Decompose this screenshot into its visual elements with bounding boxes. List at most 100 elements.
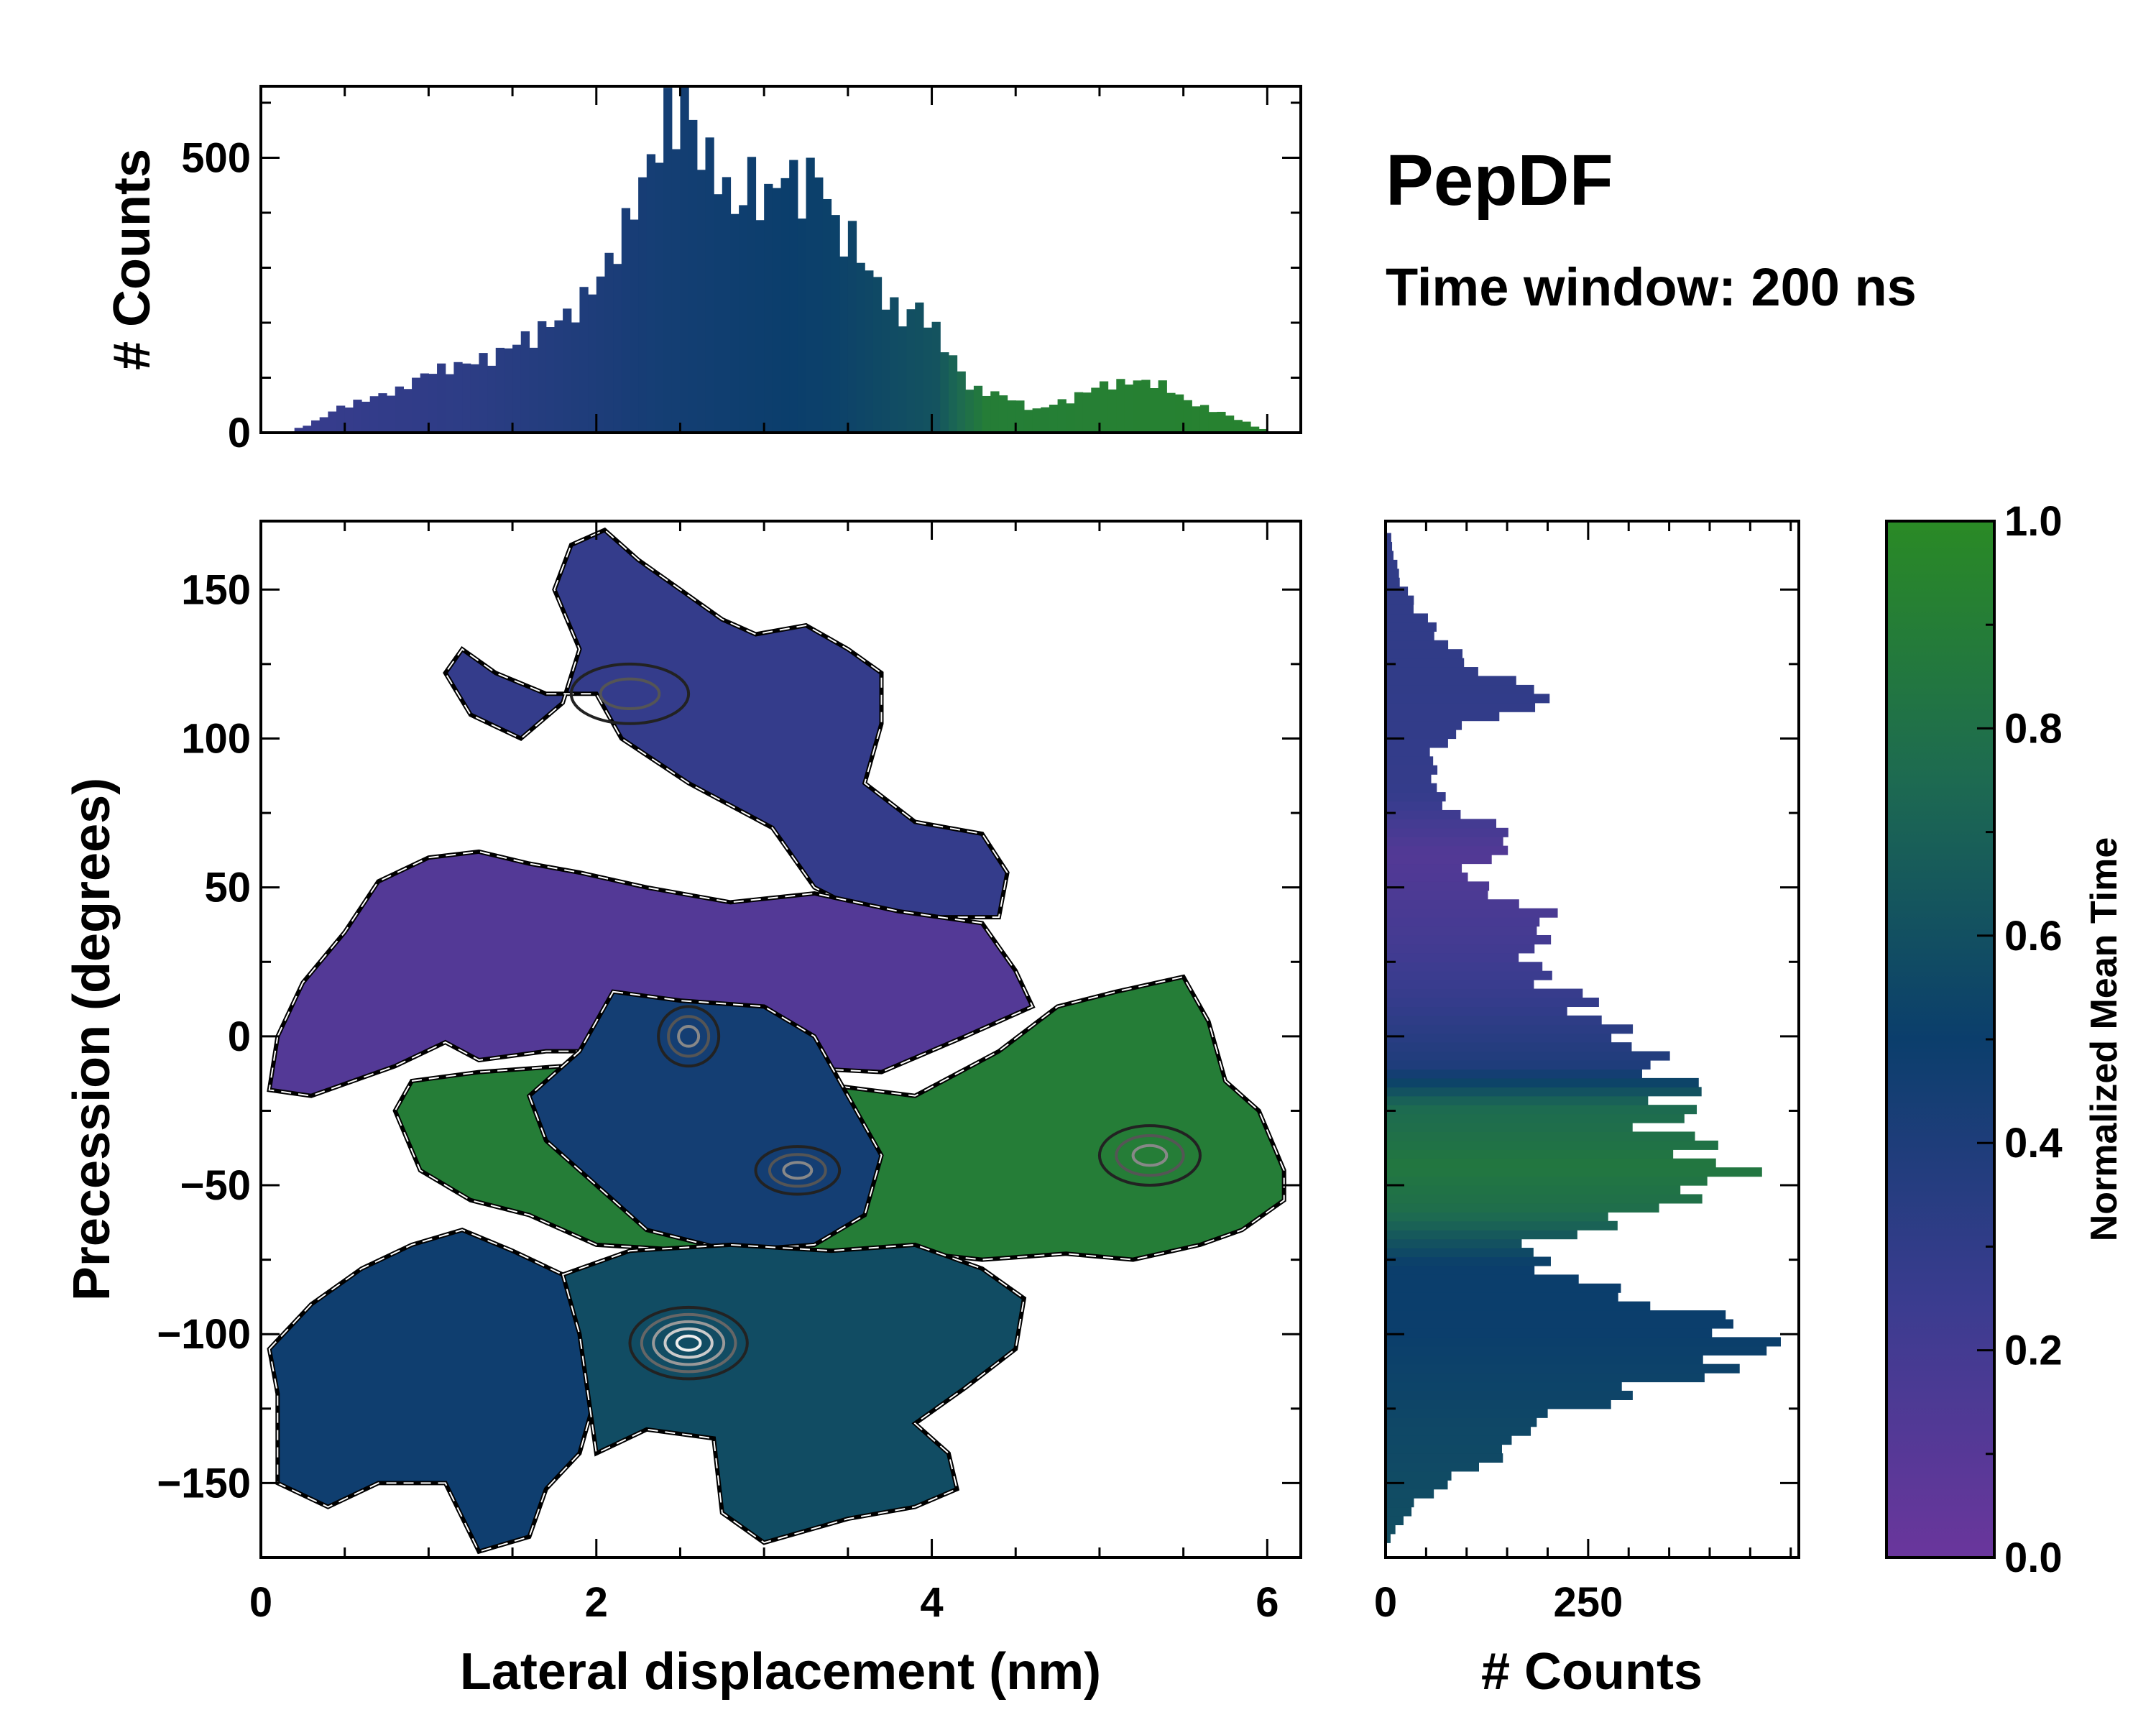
right-histogram-bar (1386, 774, 1432, 784)
right-histogram-bar (1386, 1131, 1695, 1141)
right-histogram-bar (1386, 702, 1536, 712)
top-histogram-bar (1174, 394, 1184, 433)
top-ytick-label: 0 (228, 410, 251, 456)
right-histogram-bar (1386, 1444, 1502, 1454)
contour-hotspot-top (599, 677, 661, 711)
right-histogram-bar (1386, 1256, 1551, 1266)
right-histogram-bar (1386, 1015, 1602, 1025)
top-histogram-bar (1082, 392, 1092, 433)
top-histogram-bar (294, 428, 303, 433)
top-histogram-bar (588, 294, 597, 433)
right-histogram-bar (1386, 1149, 1674, 1159)
colorbar-gradient (1885, 520, 1996, 1559)
top-histogram-bar (865, 270, 874, 433)
main-ytick-label: −50 (180, 1162, 251, 1209)
right-histogram-bar (1386, 1381, 1622, 1392)
right-histogram-bar (1386, 1533, 1391, 1543)
right-histogram-bar (1386, 934, 1552, 945)
top-ytick-label: 500 (181, 134, 251, 181)
top-histogram-bar (1258, 428, 1268, 433)
top-histogram-bar (487, 365, 497, 433)
right-histogram-bar (1386, 640, 1449, 650)
right-histogram-bar (1386, 631, 1434, 641)
right-histogram-bars (1386, 533, 1781, 1543)
right-histogram-bar (1386, 1033, 1612, 1043)
top-histogram-bar (512, 344, 522, 433)
colorbar-label: Normalized Mean Time (2083, 837, 2125, 1242)
right-histogram-bar (1386, 997, 1599, 1008)
top-histogram: 0 500 # Counts (103, 85, 1302, 456)
right-histogram-bar (1386, 694, 1550, 704)
right-histogram-bar (1386, 1390, 1633, 1400)
right-histogram-bar (1386, 908, 1558, 918)
contour-hotspot-center (754, 1145, 842, 1196)
top-histogram-bar (1116, 379, 1125, 433)
top-histogram-bar (655, 162, 664, 433)
top-histogram-bar (538, 321, 547, 433)
right-histogram-bar (1386, 855, 1492, 865)
right-histogram-bar (1386, 1408, 1548, 1418)
contour-hotspot-lower (663, 1327, 714, 1359)
top-histogram-bar (998, 395, 1008, 433)
top-histogram-bar (1124, 385, 1134, 433)
right-histogram-bar (1386, 684, 1534, 694)
right-histogram-bar (1386, 827, 1508, 837)
right-histogram-bar (1386, 1024, 1634, 1034)
top-histogram-bar (428, 374, 438, 433)
colorbar-tick-label: 0.0 (2004, 1535, 2063, 1581)
top-histogram-bar (898, 326, 908, 433)
top-histogram-bar (797, 218, 807, 433)
top-histogram-bar (940, 352, 949, 433)
top-histogram-bar (1242, 421, 1251, 433)
right-histogram-bar (1386, 613, 1428, 623)
right-histogram-bar (1386, 1462, 1479, 1472)
top-histogram-bar (856, 262, 865, 433)
top-histogram-bar (1032, 408, 1041, 433)
top-histogram-bar (772, 188, 782, 433)
right-histogram-bar (1386, 1220, 1618, 1230)
top-histogram-bar (789, 160, 798, 433)
right-histogram-bar (1386, 1319, 1733, 1329)
main-ytick-label: 0 (228, 1013, 251, 1060)
top-histogram-bar (563, 308, 572, 433)
right-histogram-bar (1386, 980, 1534, 990)
right-histogram-bar (1386, 819, 1497, 829)
contour-hotspot-mid (657, 1005, 721, 1068)
right-histogram-bar (1386, 1337, 1781, 1347)
right-histogram-frame (1384, 520, 1800, 1559)
top-histogram-bar (671, 149, 681, 433)
top-histogram-bar (780, 178, 790, 433)
right-histogram-bar (1386, 863, 1462, 873)
right-histogram-bar (1386, 801, 1442, 811)
right-histogram-bar (1386, 622, 1437, 632)
top-histogram-bar (630, 219, 639, 433)
top-histogram-bar (495, 347, 505, 433)
top-histogram-bar (1225, 415, 1235, 433)
top-histogram-bar (1199, 405, 1210, 433)
right-histogram-bar (1386, 1399, 1611, 1409)
right-histogram-bar (1386, 1283, 1621, 1293)
right-histogram-bar (1386, 1480, 1448, 1490)
top-histogram-bar (1057, 399, 1067, 433)
top-histogram-bar (1208, 412, 1217, 433)
contour-hotspot-top (569, 662, 691, 725)
right-histogram-bar (1386, 1515, 1404, 1526)
heatmap-region-edge-lower-center-lobe (561, 1243, 1025, 1544)
top-histogram-ylabel: # Counts (103, 149, 161, 370)
right-histogram-bar (1386, 783, 1437, 793)
right-histogram-bar (1386, 720, 1462, 730)
right-histogram-bar (1386, 667, 1478, 677)
heatmap-region-lower-left-lobe (267, 1228, 599, 1555)
top-histogram-bar (319, 417, 328, 433)
main-heatmap-xlabel: Lateral displacement (nm) (460, 1643, 1101, 1701)
right-histogram-bar (1386, 1194, 1703, 1204)
top-histogram-bar (445, 374, 454, 433)
top-histogram-bar (1091, 387, 1100, 433)
top-histogram-bar (437, 363, 446, 433)
right-histogram-bar (1386, 1123, 1633, 1133)
right-histogram-bar (1386, 952, 1519, 962)
right-histogram-bar (1386, 1471, 1452, 1481)
top-histogram-bar (990, 391, 1000, 433)
right-histogram-bar (1386, 1453, 1503, 1463)
